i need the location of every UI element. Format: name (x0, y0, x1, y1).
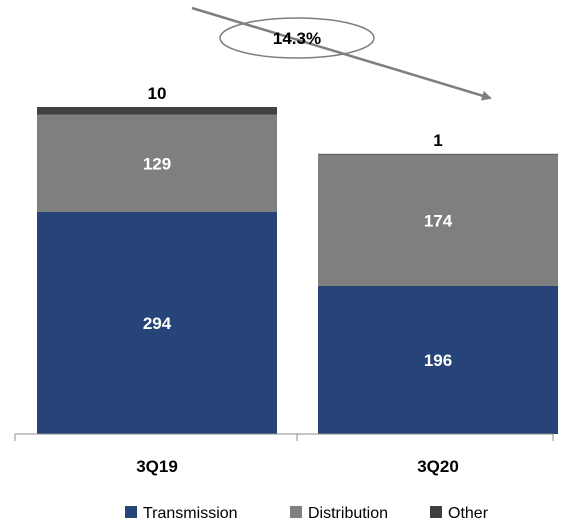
bar-3q20-other (318, 153, 558, 155)
bar-3q19-other (37, 107, 277, 115)
bar-3q20-transmission (318, 285, 558, 434)
category-label-3q19: 3Q19 (136, 457, 178, 476)
bar-3q19-distribution (37, 114, 277, 212)
legend: Transmission Distribution Other (125, 505, 489, 522)
legend-item-distribution: Distribution (290, 505, 388, 522)
legend-swatch-transmission (125, 506, 137, 518)
growth-annotation-text: 14.3% (273, 29, 321, 48)
growth-annotation-ellipse (219, 17, 375, 59)
segment-labels-group: 294 129 196 174 (143, 154, 453, 370)
legend-item-other: Other (430, 505, 489, 522)
trend-arrow (191, 6, 492, 101)
legend-item-transmission: Transmission (125, 505, 238, 522)
legend-swatch-distribution (290, 506, 302, 518)
legend-label-other: Other (448, 505, 489, 522)
data-label-3q20-other: 1 (433, 131, 442, 150)
legend-swatch-other (430, 506, 442, 518)
bar-3q19-transmission (37, 211, 277, 434)
top-labels-group: 10 1 (148, 84, 443, 150)
data-label-3q19-other: 10 (148, 84, 167, 103)
category-label-3q20: 3Q20 (417, 457, 459, 476)
data-label-3q20-distribution: 174 (424, 211, 453, 230)
bars-group (37, 107, 558, 434)
data-label-3q19-transmission: 294 (143, 314, 172, 333)
legend-label-transmission: Transmission (143, 505, 238, 522)
bar-3q20-distribution (318, 154, 558, 286)
data-label-3q20-transmission: 196 (424, 351, 452, 370)
category-labels-group: 3Q19 3Q20 (136, 457, 459, 476)
data-label-3q19-distribution: 129 (143, 154, 171, 173)
legend-label-distribution: Distribution (308, 505, 388, 522)
